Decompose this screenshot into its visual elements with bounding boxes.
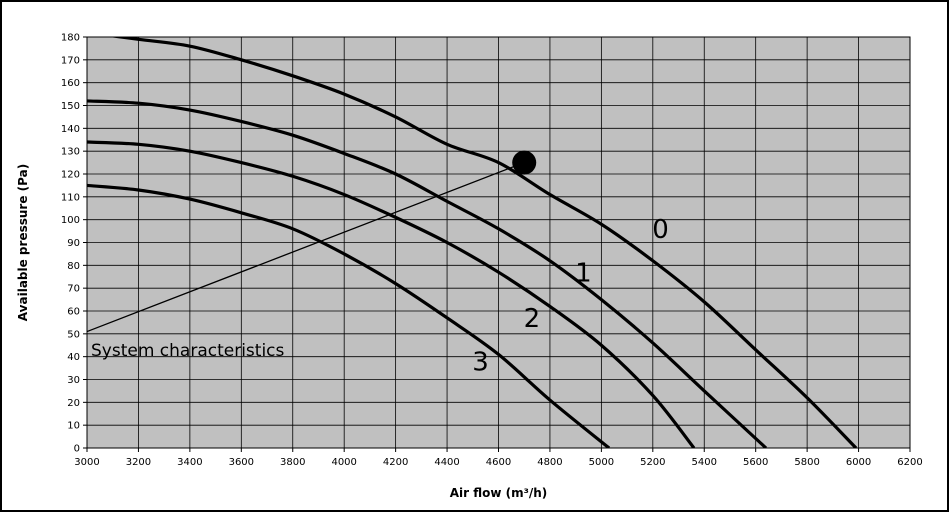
x-tick-label: 3200 (126, 457, 151, 468)
curve-label-1: 1 (575, 258, 592, 288)
fan-curve-3 (87, 183, 611, 448)
curve-label-3: 3 (472, 347, 489, 377)
x-tick-label: 5400 (692, 457, 717, 468)
x-tick-label: 4800 (537, 457, 562, 468)
y-tick-label: 140 (61, 124, 80, 135)
x-axis-ticks: 3000 3200 3400 3600 3800 4000 4200 4400 4600 4800… (74, 448, 923, 468)
fan-curve-0 (109, 37, 858, 448)
x-tick-label: 6200 (897, 457, 922, 468)
y-tick-label: 120 (61, 170, 80, 181)
system-characteristic: System characteristics (86, 150, 537, 361)
x-tick-label: 6000 (846, 457, 871, 468)
curve-label-2: 2 (524, 304, 541, 334)
y-tick-label: 100 (61, 215, 80, 226)
x-tick-label: 5800 (794, 457, 819, 468)
y-tick-label: 10 (67, 421, 80, 432)
y-tick-label: 130 (61, 147, 80, 158)
y-tick-label: 40 (67, 352, 80, 363)
y-tick-label: 160 (61, 78, 80, 89)
y-tick-label: 150 (61, 101, 80, 112)
y-axis-title: Available pressure (Pa) (16, 164, 30, 321)
system-characteristic-line (86, 161, 525, 333)
y-tick-label: 50 (67, 329, 80, 340)
system-characteristics-label: System characteristics (91, 341, 285, 361)
y-tick-label: 70 (67, 284, 80, 295)
y-tick-label: 60 (67, 307, 80, 318)
x-tick-label: 5200 (640, 457, 665, 468)
y-tick-label: 110 (61, 192, 80, 203)
x-tick-label: 4400 (434, 457, 459, 468)
x-tick-label: 4000 (331, 457, 356, 468)
x-tick-label: 4200 (383, 457, 408, 468)
y-tick-label: 20 (67, 398, 80, 409)
x-axis-title: Air flow (m³/h) (450, 486, 548, 500)
operating-point-marker (512, 150, 537, 175)
y-tick-label: 0 (74, 444, 80, 455)
gridlines (86, 36, 911, 449)
x-tick-label: 4600 (486, 457, 511, 468)
x-tick-label: 5600 (743, 457, 768, 468)
y-tick-label: 170 (61, 55, 80, 66)
y-tick-label: 80 (67, 261, 80, 272)
curve-label-0: 0 (652, 215, 669, 245)
y-tick-label: 180 (61, 33, 80, 44)
x-tick-label: 3000 (74, 457, 99, 468)
x-tick-label: 3600 (229, 457, 254, 468)
x-tick-label: 3800 (280, 457, 305, 468)
y-tick-label: 30 (67, 375, 80, 386)
x-tick-label: 3400 (177, 457, 202, 468)
y-axis-ticks: 0 10 20 30 40 50 60 70 80 90 100 110 120 130 140 150 160… (61, 33, 87, 455)
x-tick-label: 5000 (589, 457, 614, 468)
y-tick-label: 90 (67, 238, 80, 249)
fan-curve-2 (87, 140, 696, 448)
